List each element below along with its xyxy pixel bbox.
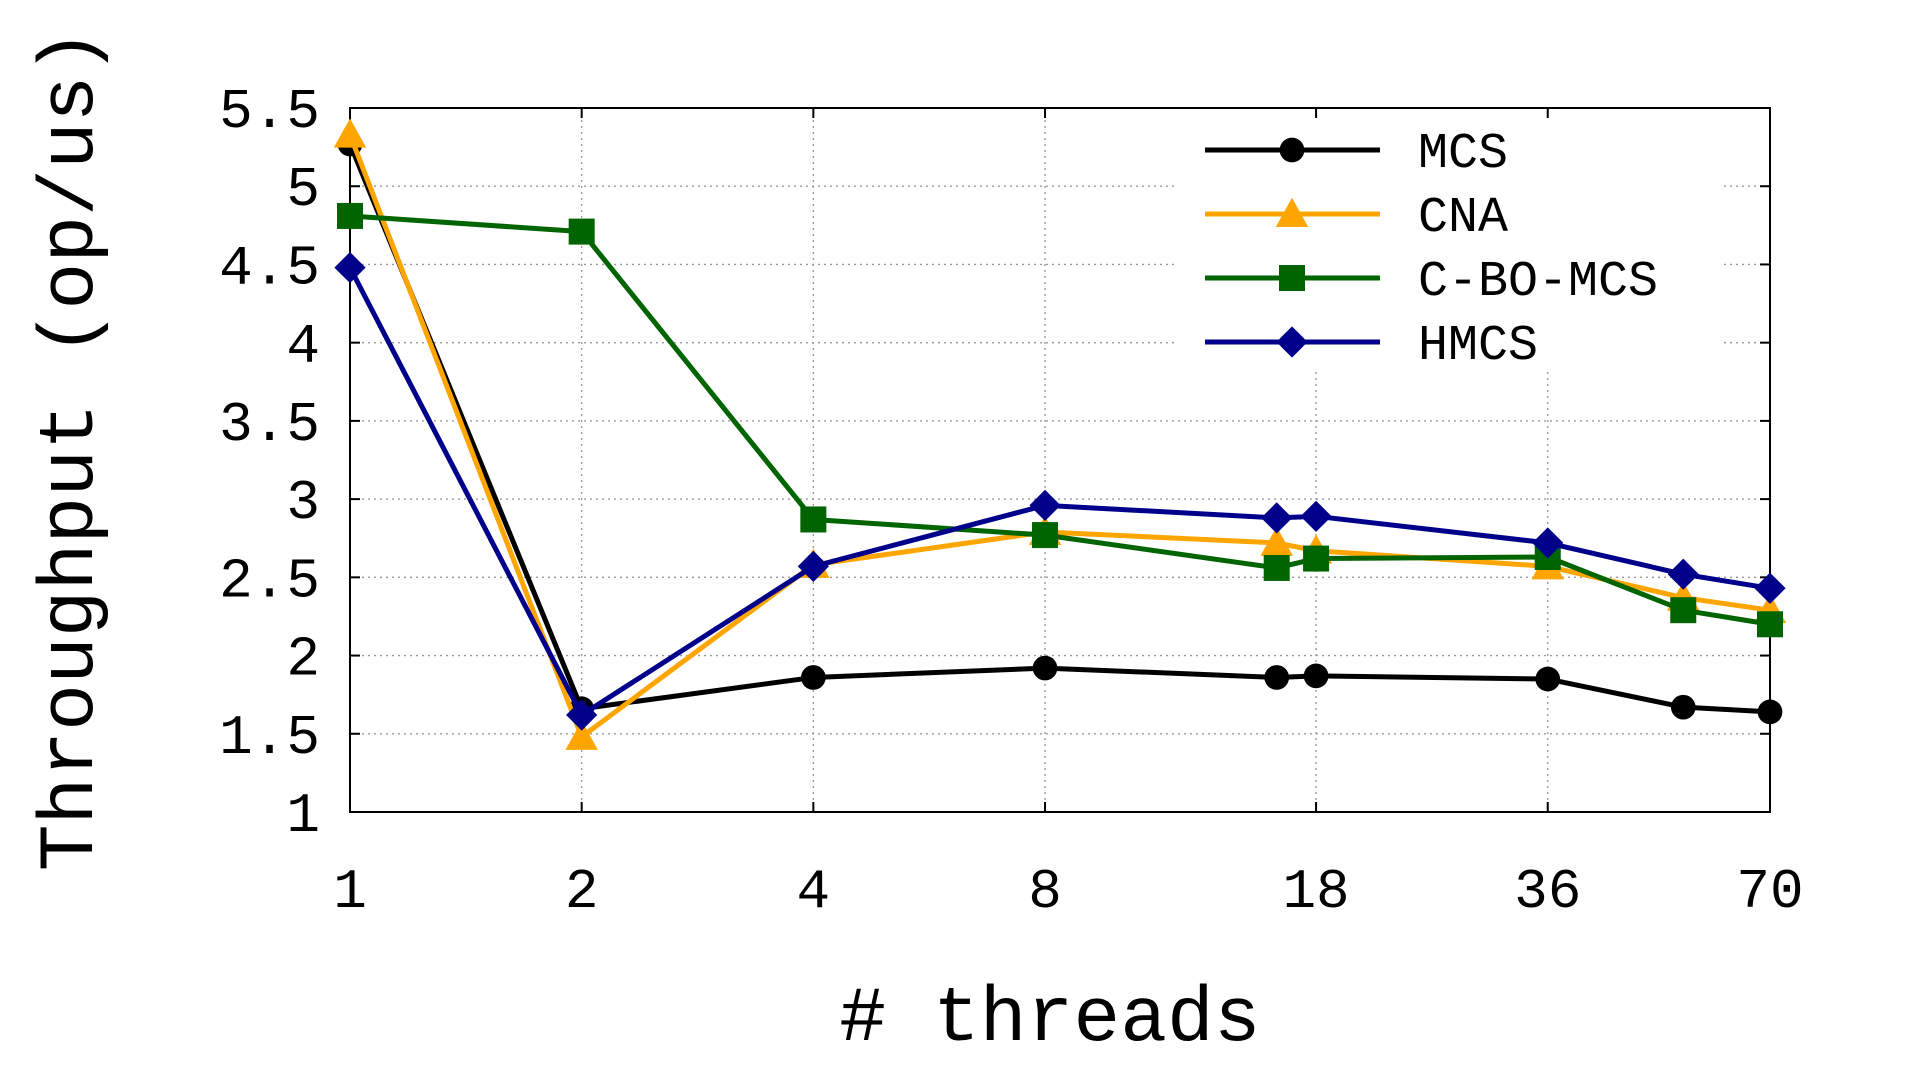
- y-tick-label: 1: [286, 784, 320, 848]
- legend-marker-square: [1279, 265, 1305, 291]
- x-tick-label: 4: [797, 860, 831, 924]
- data-point-c-bo-mcs: [1032, 522, 1059, 549]
- data-point-c-bo-mcs: [1670, 597, 1697, 624]
- data-point-cna: [333, 118, 367, 148]
- legend-item-hmcs: HMCS: [1205, 318, 1538, 375]
- legend-marker-circle: [1279, 137, 1305, 163]
- data-point-c-bo-mcs: [337, 202, 363, 229]
- y-tick-label: 2.5: [219, 549, 320, 613]
- data-point-hmcs: [1029, 489, 1061, 521]
- data-point-mcs: [1535, 666, 1561, 692]
- data-point-c-bo-mcs: [1303, 545, 1330, 572]
- data-point-cna: [565, 720, 598, 750]
- data-point-c-bo-mcs: [800, 506, 827, 533]
- x-tick-label: 8: [1028, 860, 1062, 924]
- data-point-hmcs: [566, 699, 598, 731]
- data-point-c-bo-mcs: [1757, 611, 1783, 638]
- series-hmcs: [334, 251, 1786, 731]
- legend: MCS CNA C-BO-MCS HMCS: [1205, 126, 1658, 375]
- data-point-hmcs: [1667, 558, 1699, 590]
- legend-marker-diamond: [1276, 326, 1308, 358]
- data-point-c-bo-mcs: [1263, 554, 1290, 581]
- series-lines: [333, 118, 1787, 750]
- y-axis-ticks: 1 1.5 2 2.5 3 3.5 4 4.5 5 5.5: [219, 80, 1770, 848]
- plot-frame: [349, 107, 1771, 813]
- legend-item-cna: CNA: [1205, 190, 1508, 247]
- data-point-mcs: [1303, 663, 1329, 689]
- y-tick-label: 4: [286, 315, 320, 379]
- y-tick-label: 2: [286, 628, 320, 692]
- x-tick-label: 18: [1282, 860, 1349, 924]
- data-point-hmcs: [1532, 527, 1564, 559]
- x-tick-label: 36: [1514, 860, 1581, 924]
- x-axis-ticks: 1 2 4 8 18 36 70: [333, 108, 1804, 924]
- legend-background: [1175, 110, 1720, 372]
- legend-item-mcs: MCS: [1205, 126, 1508, 183]
- x-tick-label: 1: [333, 860, 367, 924]
- y-axis-title: Throughput (op/us): [28, 29, 116, 872]
- data-point-mcs: [800, 665, 826, 690]
- data-point-mcs: [1032, 655, 1058, 681]
- data-point-c-bo-mcs: [568, 218, 595, 245]
- data-point-hmcs: [334, 251, 366, 284]
- data-point-hmcs: [1300, 500, 1332, 532]
- y-tick-label: 4.5: [219, 236, 320, 300]
- data-point-cna: [1260, 526, 1293, 556]
- data-point-hmcs: [1261, 502, 1293, 534]
- legend-label: MCS: [1418, 126, 1508, 183]
- legend-item-c-bo-mcs: C-BO-MCS: [1205, 254, 1658, 311]
- y-tick-label: 3.5: [219, 393, 320, 457]
- y-tick-label: 1.5: [219, 706, 320, 770]
- data-point-mcs: [1670, 694, 1696, 720]
- data-point-hmcs: [1754, 572, 1786, 604]
- legend-marker-triangle: [1275, 197, 1309, 227]
- y-tick-label: 3: [286, 471, 320, 535]
- legend-label: CNA: [1418, 190, 1508, 247]
- x-axis-title: # threads: [839, 976, 1260, 1064]
- y-tick-label: 5.5: [219, 80, 320, 144]
- legend-label: HMCS: [1418, 318, 1538, 375]
- x-tick-label: 70: [1736, 860, 1803, 924]
- grid: [350, 108, 1770, 812]
- y-tick-label: 5: [286, 158, 320, 222]
- x-tick-label: 2: [565, 860, 599, 924]
- data-point-mcs: [1264, 665, 1290, 690]
- data-point-mcs: [1757, 699, 1783, 725]
- legend-label: C-BO-MCS: [1418, 254, 1658, 311]
- data-point-hmcs: [797, 550, 829, 582]
